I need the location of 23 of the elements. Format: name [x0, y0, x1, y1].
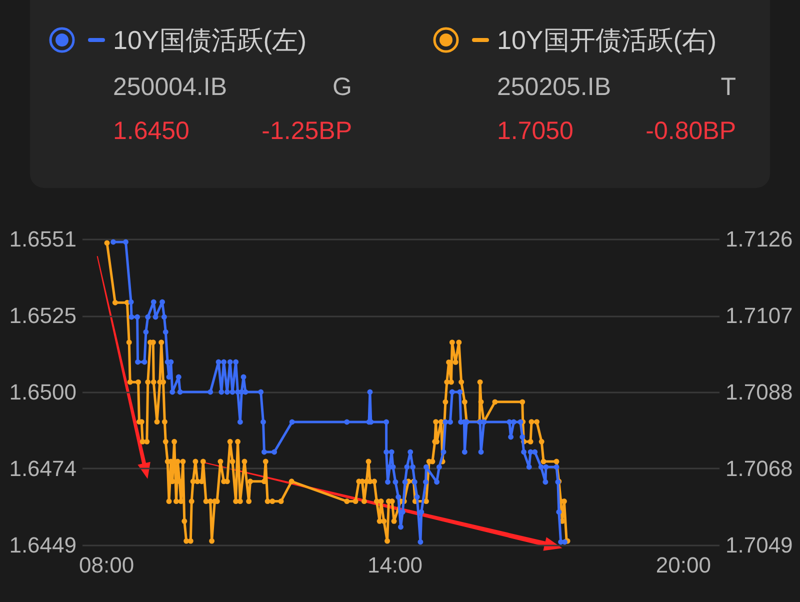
- x-tick-label: 20:00: [656, 552, 711, 578]
- text: T: [720, 72, 736, 102]
- y-tick-label: 1.6525: [9, 303, 76, 328]
- text: 1.6450: [113, 116, 190, 146]
- y-tick-label: 1.6551: [9, 226, 76, 252]
- y2-tick-label: 1.7049: [726, 532, 793, 558]
- y2-tick-label: 1.7088: [726, 380, 793, 404]
- text: 250004.IB: [113, 72, 227, 102]
- text: -1.25BP: [262, 116, 352, 146]
- text: G: [332, 72, 352, 102]
- y2-tick-label: 1.7068: [726, 456, 793, 481]
- x-tick-label: 14:00: [367, 552, 423, 578]
- x-tick-label: 08:00: [79, 552, 134, 578]
- y-tick-label: 1.6474: [9, 456, 76, 481]
- y2-tick-label: 1.7126: [726, 226, 793, 252]
- text: -0.80BP: [646, 116, 736, 146]
- text: 250205.IB: [497, 72, 611, 102]
- legend-label: 10Y国债活跃(左): [113, 24, 307, 57]
- legend-label: 10Y国开债活跃(右): [497, 24, 717, 57]
- text: 1.7050: [497, 116, 574, 146]
- y2-tick-label: 1.7107: [726, 303, 793, 328]
- y-tick-label: 1.6449: [9, 532, 76, 558]
- y-tick-label: 1.6500: [9, 380, 76, 404]
